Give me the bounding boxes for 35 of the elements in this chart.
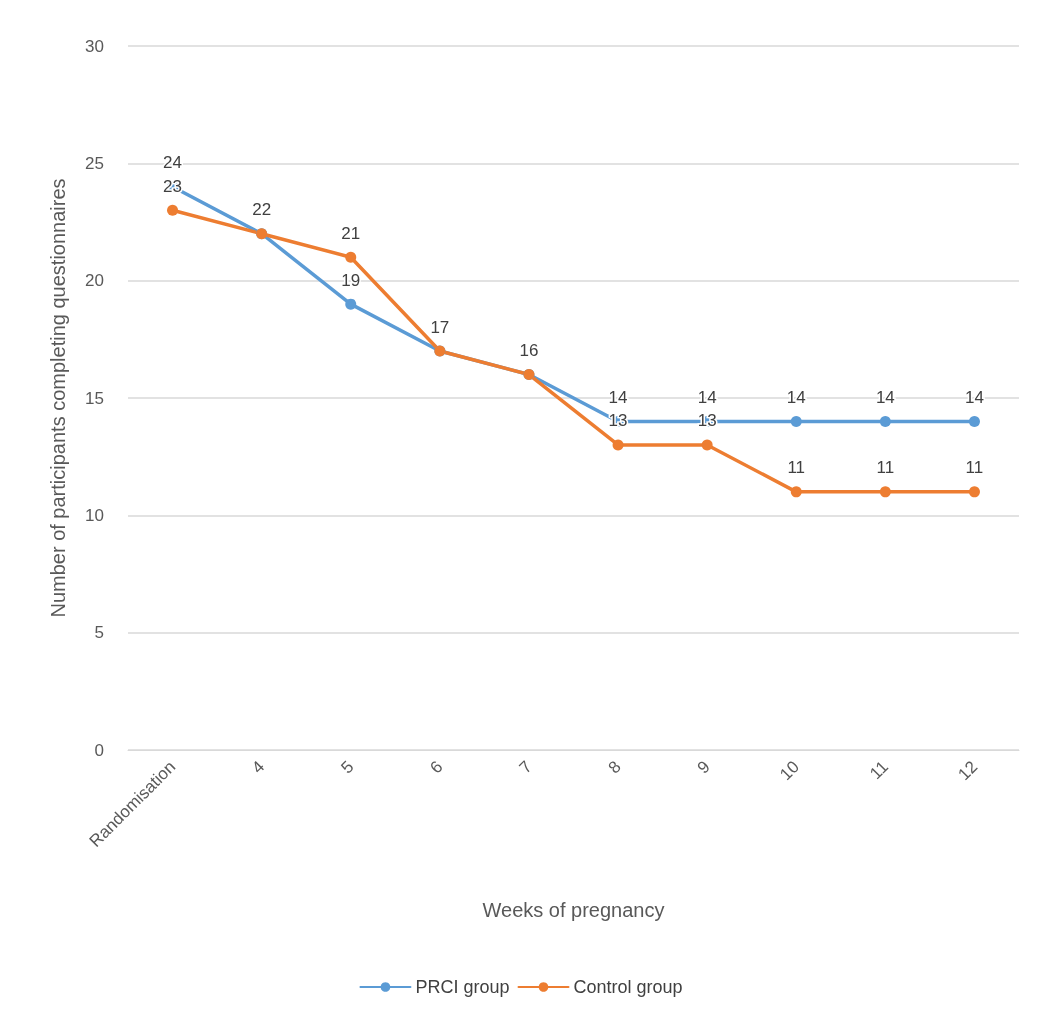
y-tick-label: 15 <box>85 388 104 408</box>
x-tick-label: 7 <box>515 757 536 778</box>
x-tick-label: 9 <box>693 757 714 778</box>
data-label: 13 <box>697 411 717 431</box>
data-label: 14 <box>964 387 984 407</box>
x-axis-title: Weeks of pregnancy <box>482 899 665 921</box>
data-label: 21 <box>341 223 361 243</box>
data-label: 14 <box>697 387 717 407</box>
data-label: 16 <box>519 341 539 361</box>
data-label: 11 <box>965 458 984 478</box>
y-tick-label: 10 <box>85 505 104 525</box>
y-tick-label: 5 <box>94 623 104 643</box>
data-label: 17 <box>430 317 450 337</box>
x-tick-label: 6 <box>426 757 447 778</box>
x-tick-label: 5 <box>337 757 358 778</box>
x-tick-label: 8 <box>604 757 625 778</box>
data-label: 14 <box>608 387 628 407</box>
legend-label: PRCI group <box>415 977 510 997</box>
data-label: 22 <box>252 200 272 220</box>
data-label: 11 <box>876 458 895 478</box>
data-label: 14 <box>875 387 895 407</box>
x-tick-label: 12 <box>954 757 982 785</box>
data-label: 14 <box>786 387 806 407</box>
x-tick-label: 10 <box>776 757 803 785</box>
y-tick-label: 20 <box>85 271 104 291</box>
data-label: 24 <box>163 153 183 173</box>
y-tick-label: 25 <box>85 153 104 173</box>
data-label: 19 <box>341 270 361 290</box>
y-tick-label: 30 <box>85 36 104 56</box>
legend-label: Control group <box>573 977 683 997</box>
x-tick-label: 4 <box>248 757 269 778</box>
data-label: 11 <box>787 458 806 478</box>
x-tick-label: 11 <box>866 757 893 784</box>
y-axis-title: Number of participants completing questionnaires <box>47 178 69 618</box>
y-tick-label: 0 <box>94 740 104 760</box>
